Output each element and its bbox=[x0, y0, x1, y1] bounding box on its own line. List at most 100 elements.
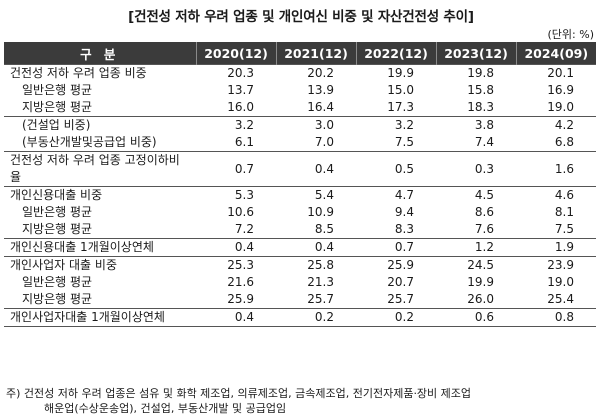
cell-value: 16.0 bbox=[227, 100, 254, 114]
cell-value: 17.3 bbox=[387, 100, 414, 114]
cell-value: 6.8 bbox=[554, 135, 574, 149]
row-label: 건전성 저하 우려 업종 고정이하비율 bbox=[4, 151, 196, 187]
header-year: 2023(12) bbox=[435, 42, 516, 65]
cell-value: 19.0 bbox=[547, 275, 574, 289]
cell-value: 4.6 bbox=[516, 186, 596, 204]
header-year: 2021(12) bbox=[275, 42, 356, 65]
row-label: (부동산개발및공급업 비중) bbox=[22, 135, 157, 149]
table-row: (건설업 비중) 3.2 3.0 3.2 3.8 4.2 bbox=[4, 116, 596, 134]
cell-value: 0.3 bbox=[436, 151, 516, 187]
table-row: 개인사업자대출 1개월이상연체 0.4 0.2 0.2 0.6 0.8 bbox=[4, 308, 596, 327]
cell-value: 21.3 bbox=[307, 275, 334, 289]
cell-value: 6.1 bbox=[234, 135, 254, 149]
row-label: 개인사업자대출 1개월이상연체 bbox=[4, 308, 196, 327]
unit-note: (단위: %) bbox=[547, 28, 594, 41]
table-row: 개인신용대출 1개월이상연체 0.4 0.4 0.7 1.2 1.9 bbox=[4, 238, 596, 257]
cell-value: 19.9 bbox=[356, 64, 436, 82]
cell-value: 8.6 bbox=[474, 205, 494, 219]
row-label: 개인신용대출 1개월이상연체 bbox=[4, 238, 196, 257]
cell-value: 4.2 bbox=[516, 116, 596, 134]
cell-value: 0.2 bbox=[356, 308, 436, 327]
cell-value: 25.8 bbox=[276, 256, 356, 274]
cell-value: 25.7 bbox=[387, 292, 414, 306]
cell-value: 10.6 bbox=[227, 205, 254, 219]
cell-value: 0.4 bbox=[196, 308, 276, 327]
header-category: 구 분 bbox=[4, 42, 196, 65]
cell-value: 7.0 bbox=[314, 135, 334, 149]
cell-value: 23.9 bbox=[516, 256, 596, 274]
row-label: 개인사업자 대출 비중 bbox=[4, 256, 196, 274]
cell-value: 0.2 bbox=[276, 308, 356, 327]
footnote: 주) 건전성 저하 우려 업종은 섬유 및 화학 제조업, 의류제조업, 금속제… bbox=[6, 386, 596, 416]
cell-value: 16.4 bbox=[307, 100, 334, 114]
cell-value: 24.5 bbox=[436, 256, 516, 274]
cell-value: 3.2 bbox=[356, 116, 436, 134]
cell-value: 1.9 bbox=[516, 238, 596, 257]
header-year: 2022(12) bbox=[355, 42, 436, 65]
cell-value: 19.9 bbox=[467, 275, 494, 289]
header-year: 2024(09) bbox=[515, 42, 596, 65]
cell-value: 13.7 bbox=[227, 83, 254, 97]
cell-value: 7.6 bbox=[474, 222, 494, 236]
cell-value: 20.1 bbox=[516, 64, 596, 82]
row-label: 일반은행 평균 bbox=[22, 275, 93, 289]
cell-value: 5.3 bbox=[196, 186, 276, 204]
cell-value: 16.9 bbox=[547, 83, 574, 97]
header-year: 2020(12) bbox=[195, 42, 276, 65]
cell-value: 19.0 bbox=[547, 100, 574, 114]
cell-value: 1.2 bbox=[436, 238, 516, 257]
cell-value: 25.4 bbox=[547, 292, 574, 306]
cell-value: 4.7 bbox=[356, 186, 436, 204]
cell-value: 8.1 bbox=[554, 205, 574, 219]
cell-value: 20.3 bbox=[196, 64, 276, 82]
cell-value: 20.2 bbox=[276, 64, 356, 82]
table-row: 일반은행 평균 13.7 13.9 15.0 15.8 16.9 bbox=[4, 82, 596, 99]
table-row: 건전성 저하 우려 업종 비중 20.3 20.2 19.9 19.8 20.1 bbox=[4, 64, 596, 82]
footnote-line: 주) 건전성 저하 우려 업종은 섬유 및 화학 제조업, 의류제조업, 금속제… bbox=[6, 387, 472, 400]
row-label: 지방은행 평균 bbox=[22, 100, 93, 114]
row-label: 개인신용대출 비중 bbox=[4, 186, 196, 204]
cell-value: 19.8 bbox=[436, 64, 516, 82]
table-row: 개인신용대출 비중 5.3 5.4 4.7 4.5 4.6 bbox=[4, 186, 596, 204]
cell-value: 25.7 bbox=[307, 292, 334, 306]
cell-value: 0.5 bbox=[356, 151, 436, 187]
cell-value: 0.8 bbox=[516, 308, 596, 327]
cell-value: 0.6 bbox=[436, 308, 516, 327]
cell-value: 25.9 bbox=[356, 256, 436, 274]
cell-value: 0.4 bbox=[196, 238, 276, 257]
cell-value: 7.2 bbox=[234, 222, 254, 236]
table-row: 지방은행 평균 7.2 8.5 8.3 7.6 7.5 bbox=[4, 221, 596, 239]
cell-value: 7.5 bbox=[394, 135, 414, 149]
table-row: 일반은행 평균 10.6 10.9 9.4 8.6 8.1 bbox=[4, 204, 596, 221]
cell-value: 21.6 bbox=[227, 275, 254, 289]
cell-value: 0.7 bbox=[356, 238, 436, 257]
row-label: 지방은행 평균 bbox=[22, 292, 93, 306]
cell-value: 5.4 bbox=[276, 186, 356, 204]
row-label: (건설업 비중) bbox=[4, 116, 196, 134]
cell-value: 7.5 bbox=[554, 222, 574, 236]
cell-value: 15.0 bbox=[387, 83, 414, 97]
cell-value: 8.5 bbox=[314, 222, 334, 236]
cell-value: 0.4 bbox=[276, 151, 356, 187]
table-row: (부동산개발및공급업 비중) 6.1 7.0 7.5 7.4 6.8 bbox=[4, 134, 596, 152]
cell-value: 3.0 bbox=[276, 116, 356, 134]
data-table: 구 분 2020(12) 2021(12) 2022(12) 2023(12) … bbox=[4, 42, 596, 327]
cell-value: 3.2 bbox=[196, 116, 276, 134]
cell-value: 9.4 bbox=[394, 205, 414, 219]
table-row: 건전성 저하 우려 업종 고정이하비율 0.7 0.4 0.5 0.3 1.6 bbox=[4, 151, 596, 187]
footnote-line: 해운업(수상운송업), 건설업, 부동산개발 및 공급업임 bbox=[44, 402, 287, 415]
table-row: 개인사업자 대출 비중 25.3 25.8 25.9 24.5 23.9 bbox=[4, 256, 596, 274]
row-label: 일반은행 평균 bbox=[22, 205, 93, 219]
table-row: 지방은행 평균 25.9 25.7 25.7 26.0 25.4 bbox=[4, 291, 596, 309]
row-label: 건전성 저하 우려 업종 비중 bbox=[4, 64, 196, 82]
cell-value: 25.3 bbox=[196, 256, 276, 274]
header-row: 구 분 2020(12) 2021(12) 2022(12) 2023(12) … bbox=[4, 42, 596, 65]
cell-value: 0.7 bbox=[196, 151, 276, 187]
cell-value: 8.3 bbox=[394, 222, 414, 236]
cell-value: 7.4 bbox=[474, 135, 494, 149]
cell-value: 20.7 bbox=[387, 275, 414, 289]
cell-value: 25.9 bbox=[227, 292, 254, 306]
table-row: 지방은행 평균 16.0 16.4 17.3 18.3 19.0 bbox=[4, 99, 596, 117]
table-row: 일반은행 평균 21.6 21.3 20.7 19.9 19.0 bbox=[4, 274, 596, 291]
